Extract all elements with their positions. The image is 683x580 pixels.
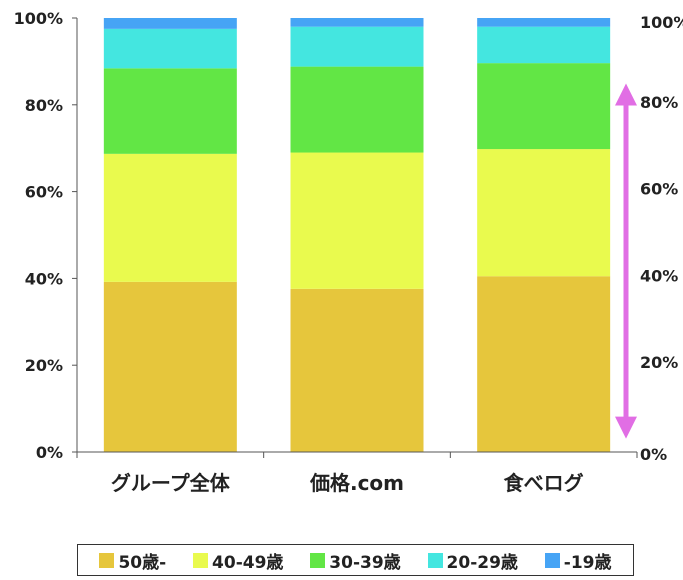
legend-label: 20-29歳 (446, 552, 518, 573)
stacked-bar-chart: 0% 20% 40% 60% 80% 100% 0% 20% 40% 60% 80% 100% グル… (14, 9, 683, 495)
legend-swatch (310, 552, 326, 568)
bar-segment-1-5 (103, 18, 237, 29)
y-tick-label: 60% (25, 183, 63, 202)
bar-segment-3-5 (477, 18, 611, 27)
bar-segment-2-1 (290, 288, 424, 452)
y-tick-label: 100% (14, 9, 63, 28)
left-tick-labels: 0% 20% 40% 60% 80% 100% (14, 9, 63, 462)
right-tick-labels: 0% 20% 40% 60% 80% 100% (640, 13, 683, 464)
bar-segment-1-1 (103, 281, 237, 452)
right-tick-label: 100% (640, 13, 683, 32)
bar-segment-2-2 (290, 152, 424, 289)
bar-segment-3-1 (477, 276, 611, 452)
category-label: 食べログ (504, 471, 584, 495)
arrow-head-down (615, 416, 637, 439)
legend-swatch (193, 552, 209, 568)
legend-item: -19歳 (544, 548, 612, 573)
axes-group (72, 17, 638, 458)
right-tick-label: 0% (640, 445, 667, 464)
right-tick-label: 20% (640, 353, 678, 372)
category-labels: グループ全体 価格.com 食べログ (111, 471, 584, 495)
arrow-head-up (615, 83, 637, 106)
legend-swatch (99, 552, 115, 568)
legend-swatch (427, 552, 443, 568)
bar-segment-3-3 (477, 63, 611, 150)
legend-item: 40-49歳 (193, 548, 283, 573)
bar-segment-2-5 (290, 18, 424, 27)
legend-item: 50歳- (99, 548, 166, 573)
category-label: 価格.com (309, 471, 404, 495)
y-tick-label: 40% (25, 269, 63, 288)
legend: 50歳- 40-49歳 30-39歳 20-29歳 -19歳 (77, 544, 634, 576)
category-label: グループ全体 (111, 471, 231, 495)
legend-label: -19歳 (563, 552, 612, 573)
legend-item: 20-29歳 (427, 548, 518, 573)
bar-segment-2-3 (290, 66, 424, 153)
bars-group (103, 18, 611, 452)
bar-segment-2-4 (290, 26, 424, 67)
legend-label: 50歳- (118, 552, 167, 573)
bar-segment-1-4 (103, 28, 237, 69)
legend-label: 40-49歳 (212, 552, 284, 573)
right-tick-label: 80% (640, 93, 678, 112)
legend-item: 30-39歳 (310, 548, 401, 573)
bar-segment-3-4 (477, 26, 611, 64)
bar-segment-1-3 (103, 68, 237, 154)
legend-label: 30-39歳 (329, 552, 401, 573)
bar-segment-3-2 (477, 149, 611, 277)
y-tick-label: 80% (25, 96, 63, 115)
range-arrow (615, 83, 637, 439)
right-tick-label: 60% (640, 180, 678, 199)
y-tick-label: 0% (36, 443, 63, 462)
bar-segment-1-2 (103, 153, 237, 282)
right-tick-label: 40% (640, 266, 678, 285)
legend-swatch (544, 552, 560, 568)
y-tick-label: 20% (25, 356, 63, 375)
